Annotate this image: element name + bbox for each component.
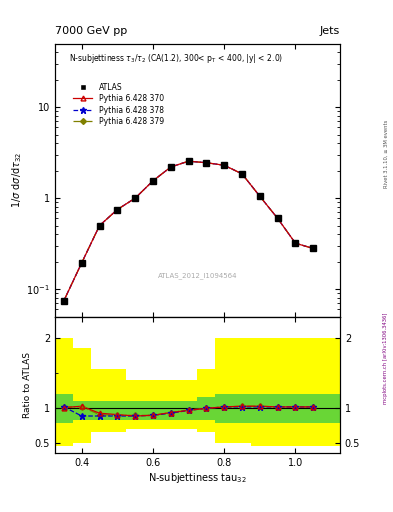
Text: mcplots.cern.ch [arXiv:1306.3436]: mcplots.cern.ch [arXiv:1306.3436] bbox=[384, 313, 388, 404]
Y-axis label: Ratio to ATLAS: Ratio to ATLAS bbox=[23, 352, 32, 418]
Y-axis label: 1/$\sigma$ d$\sigma$/d$\tau_{32}$: 1/$\sigma$ d$\sigma$/d$\tau_{32}$ bbox=[10, 152, 24, 208]
Text: 7000 GeV pp: 7000 GeV pp bbox=[55, 26, 127, 36]
Legend: ATLAS, Pythia 6.428 370, Pythia 6.428 378, Pythia 6.428 379: ATLAS, Pythia 6.428 370, Pythia 6.428 37… bbox=[70, 80, 167, 129]
X-axis label: N-subjettiness tau$_{32}$: N-subjettiness tau$_{32}$ bbox=[148, 471, 247, 485]
Text: Rivet 3.1.10, ≥ 3M events: Rivet 3.1.10, ≥ 3M events bbox=[384, 119, 388, 188]
Text: Jets: Jets bbox=[320, 26, 340, 36]
Text: N-subjettiness $\tau_3$/$\tau_2$ (CA(1.2), 300< p$_{\rm T}$ < 400, |y| < 2.0): N-subjettiness $\tau_3$/$\tau_2$ (CA(1.2… bbox=[69, 52, 283, 65]
Text: ATLAS_2012_I1094564: ATLAS_2012_I1094564 bbox=[158, 272, 237, 279]
